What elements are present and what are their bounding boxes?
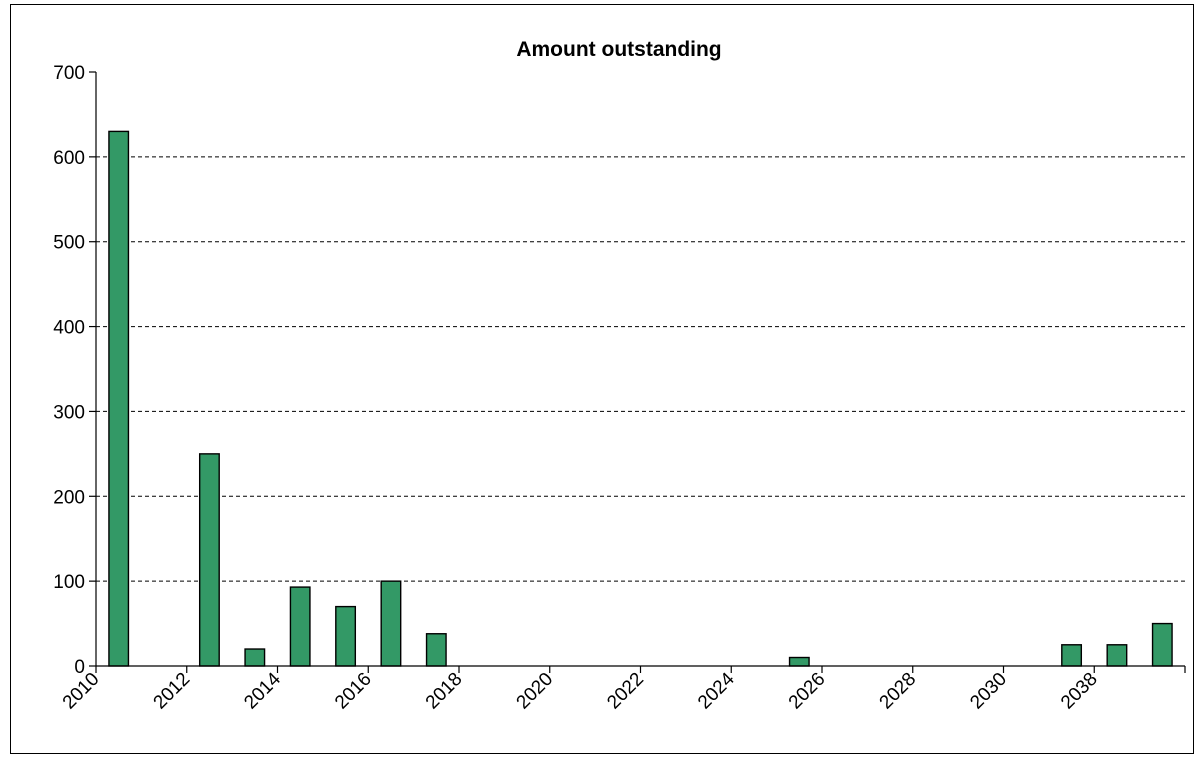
y-tick-label: 400 [53,318,85,339]
bar-2031 [1061,644,1083,667]
gridlines [89,71,1185,667]
x-tick-label: 2014 [240,668,285,713]
y-tick-label: 200 [53,487,85,508]
chart-title: Amount outstanding [516,38,721,61]
y-tick-label: 0 [74,657,85,678]
bar-2010 [108,130,130,667]
x-tick-labels: 2010 2012 2014 2016 2018 2020 2022 2024 2026 2028… [59,668,1102,713]
axes [95,72,1186,673]
y-tick-label: 500 [53,233,85,254]
chart-frame: Amount outstanding 0 100 200 300 400 500 600 70… [10,4,1194,754]
x-tick-label: 2038 [1057,669,1102,714]
bar-2032 [1106,644,1128,667]
x-tick-label: 2020 [513,669,558,714]
x-tick-label: 2028 [876,669,921,714]
x-tick-label: 2012 [150,669,195,714]
bar-2033 [1151,622,1173,667]
x-tick-label: 2018 [422,669,467,714]
x-tick-label: 2022 [603,669,648,714]
x-tick-label: 2024 [694,668,739,713]
bar-2016 [380,580,402,667]
bar-2017 [425,633,447,667]
y-tick-label: 700 [53,63,85,84]
bars [108,130,1173,667]
bar-2013 [244,648,266,667]
x-tick-label: 2030 [966,669,1011,714]
x-tick-label: 2026 [785,669,830,714]
y-tick-labels: 0 100 200 300 400 500 600 700 [53,63,85,678]
bar-2014 [289,586,311,667]
bar-chart: Amount outstanding 0 100 200 300 400 500 600 70… [53,38,1186,713]
x-tick-label: 2010 [59,669,104,714]
y-tick-label: 100 [53,572,85,593]
bar-2015 [335,605,357,667]
bar-2012 [198,453,220,667]
bar-2025 [788,656,810,667]
y-tick-label: 300 [53,402,85,423]
y-tick-label: 600 [53,148,85,169]
x-tick-label: 2016 [331,669,376,714]
